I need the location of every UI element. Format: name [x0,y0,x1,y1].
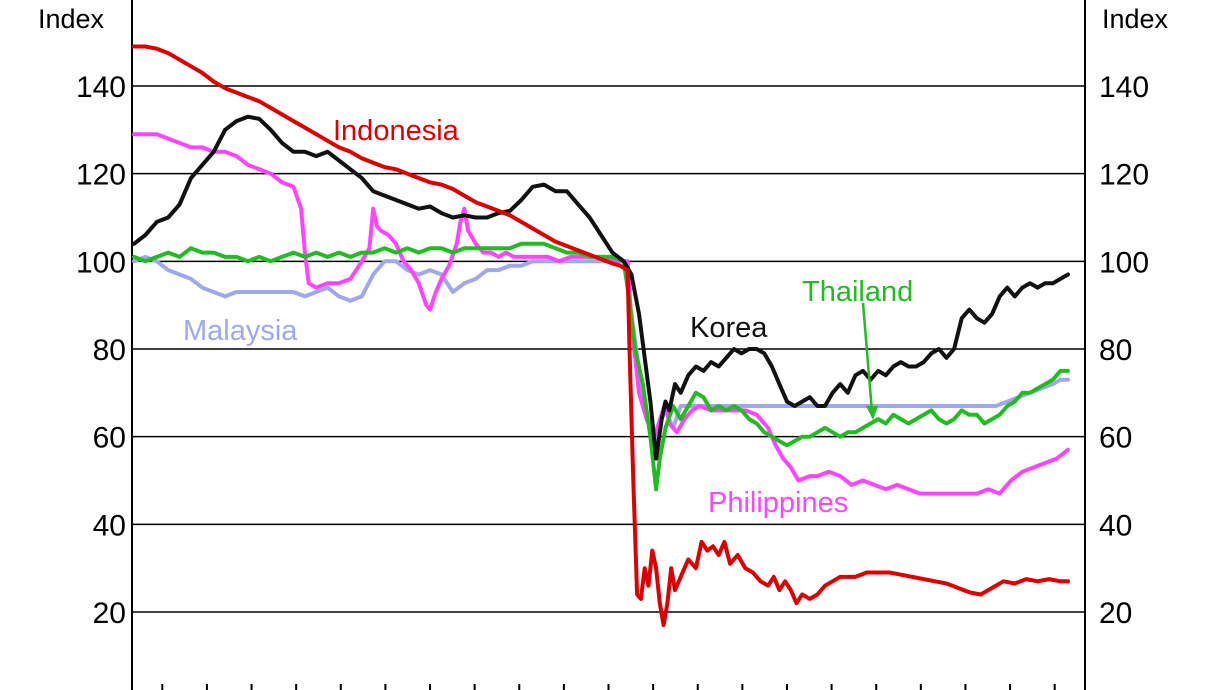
series-label-thailand: Thailand [802,276,913,308]
y-tick-label-left: 100 [76,246,126,279]
y-tick-label-right: 40 [1099,509,1132,542]
y-tick-label-left: 40 [93,509,126,542]
series-line-philippines [132,132,1070,496]
series-line-thailand [132,241,1070,492]
y-tick-label-right: 100 [1099,246,1149,279]
y-tick-label-right: 60 [1099,422,1132,455]
axes: 20 20 40 40 60 60 80 80 100 100 120 120 140 140 [76,0,1149,690]
y-tick-label-left: 80 [93,334,126,367]
thailand-callout-arrow [861,302,878,420]
series-label-philippines: Philippines [708,487,848,519]
series-line-indonesia [132,44,1070,628]
y-tick-label-right: 20 [1099,597,1132,630]
y-tick-label-right: 120 [1099,159,1149,192]
series-line-korea [132,114,1070,461]
right-axis-unit: Index [1102,4,1169,34]
series-line-malaysia [132,254,1070,448]
series-lines [132,44,1070,628]
y-tick-label-left: 140 [76,71,126,104]
y-tick-label-left: 120 [76,159,126,192]
y-tick-label-left: 60 [93,422,126,455]
labels: Index Index Indonesia Malaysia Korea Tha… [38,4,1169,519]
y-tick-label-right: 80 [1099,334,1132,367]
left-axis-unit: Index [38,4,105,34]
series-label-indonesia: Indonesia [333,115,460,147]
y-tick-label-right: 140 [1099,71,1149,104]
y-tick-label-left: 20 [93,597,126,630]
gridlines [132,85,1085,613]
series-label-korea: Korea [690,312,768,344]
series-label-malaysia: Malaysia [183,315,298,347]
